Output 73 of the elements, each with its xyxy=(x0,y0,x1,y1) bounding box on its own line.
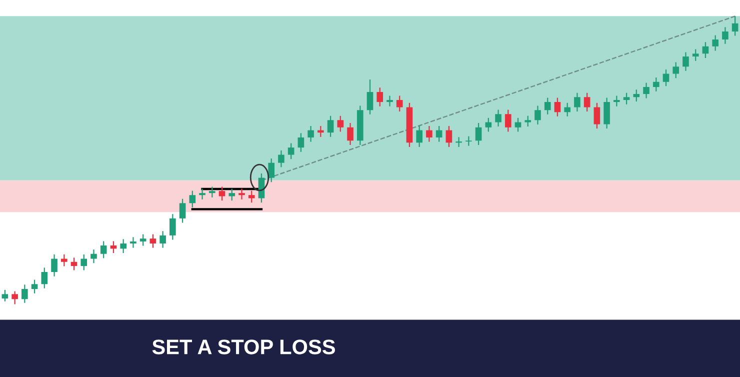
candlestick xyxy=(208,186,216,198)
candlestick xyxy=(475,122,482,146)
candlestick xyxy=(199,188,206,200)
candlestick xyxy=(652,76,660,92)
text: SET A STOP LOSS xyxy=(152,340,335,354)
candlestick xyxy=(130,236,136,248)
candlestick xyxy=(662,68,670,87)
candlestick xyxy=(288,142,294,160)
candlestick xyxy=(446,125,452,148)
candlestick xyxy=(514,117,522,132)
candlestick xyxy=(426,125,432,142)
candlestick xyxy=(456,136,462,148)
candlestick xyxy=(623,92,630,105)
candlestick xyxy=(51,254,58,277)
candlestick xyxy=(495,109,502,128)
candlestick xyxy=(534,105,541,126)
candlestick xyxy=(702,42,709,59)
candlestick xyxy=(584,92,590,112)
candlestick xyxy=(268,158,274,183)
candlestick xyxy=(604,97,610,130)
candlestick xyxy=(120,238,126,254)
candlestick xyxy=(100,240,107,259)
candlestick xyxy=(544,97,551,115)
candlestick xyxy=(416,125,422,148)
candlestick xyxy=(692,48,699,62)
candlestick xyxy=(682,52,689,72)
candlestick xyxy=(218,186,226,202)
candlestick xyxy=(564,102,570,117)
candlestick xyxy=(554,97,561,117)
candlestick xyxy=(90,248,97,264)
candlestick xyxy=(436,125,442,142)
candlestick xyxy=(31,279,38,294)
candlestick xyxy=(614,95,620,107)
candlestick xyxy=(466,136,472,146)
candlestick xyxy=(278,150,284,168)
candlestick xyxy=(248,190,255,204)
candlestick xyxy=(396,95,403,112)
candlestick xyxy=(594,102,600,130)
candlestick xyxy=(189,190,196,208)
candlestick xyxy=(485,117,492,132)
candlestick xyxy=(2,289,8,302)
candlestick xyxy=(170,214,176,240)
candlestick xyxy=(386,95,393,107)
candlestick xyxy=(160,230,166,248)
candlestick xyxy=(366,79,374,115)
candlestick xyxy=(504,109,512,132)
candlestick xyxy=(12,290,18,305)
candlestick xyxy=(376,87,384,107)
candlestick xyxy=(712,34,718,52)
candlestick xyxy=(22,284,28,304)
candlestick xyxy=(70,257,78,271)
candlestick xyxy=(228,188,236,202)
candlestick xyxy=(574,92,580,112)
candlestick xyxy=(140,234,146,246)
candlestick xyxy=(179,198,186,224)
candlestick xyxy=(732,16,738,36)
candlestick xyxy=(110,240,117,254)
candlestick xyxy=(347,122,354,146)
candlestick xyxy=(298,132,304,152)
candlestick xyxy=(633,89,640,102)
candlestick xyxy=(722,26,728,44)
candlestick xyxy=(643,82,650,99)
candlestick xyxy=(80,254,88,271)
candlestick xyxy=(327,115,334,138)
candlestick xyxy=(150,234,156,248)
candlestick xyxy=(41,267,48,289)
candlestick xyxy=(238,188,245,200)
candlestick xyxy=(672,62,680,79)
candlestick xyxy=(337,115,344,132)
candlestick xyxy=(524,115,532,128)
candlestick xyxy=(318,125,324,138)
candlestick xyxy=(60,254,68,267)
candlestick xyxy=(308,125,314,142)
